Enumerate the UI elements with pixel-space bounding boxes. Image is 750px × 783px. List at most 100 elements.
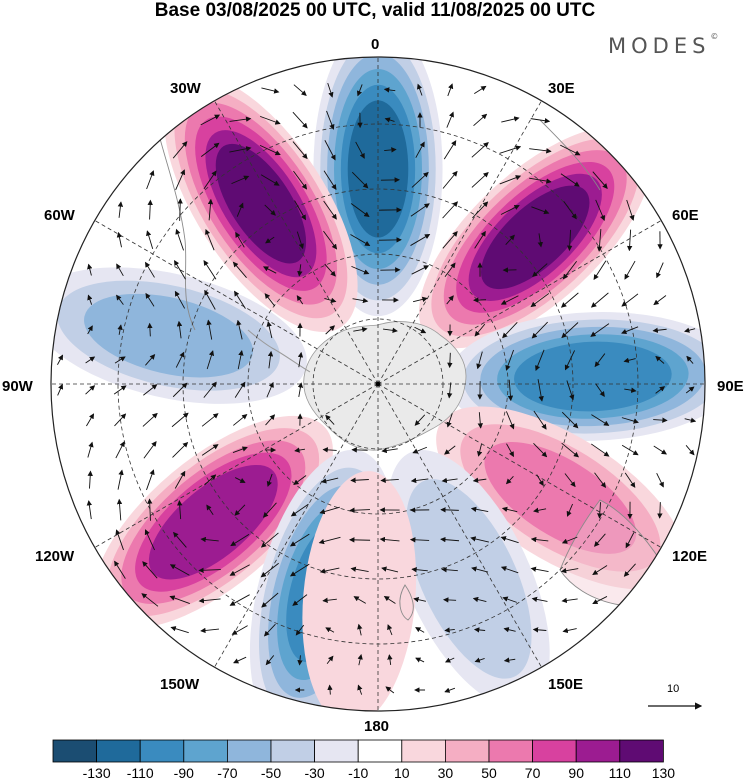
- wind-arrow: [143, 384, 158, 396]
- wind-arrow: [594, 533, 606, 547]
- wind-arrow: [443, 140, 457, 160]
- wind-arrow: [147, 322, 153, 337]
- colorbar-tick-label: 30: [438, 765, 454, 781]
- wind-arrow: [234, 381, 246, 398]
- wind-arrow: [355, 141, 365, 159]
- wind-arrow: [353, 596, 366, 604]
- wind-arrow: [383, 596, 396, 604]
- wind-arrow: [506, 443, 514, 458]
- wind-arrow: [171, 412, 189, 428]
- wind-arrow: [318, 536, 341, 545]
- wind-arrow: [626, 199, 635, 221]
- wind-arrow: [444, 445, 456, 455]
- wind-arrow: [200, 627, 219, 634]
- wind-arrow: [236, 202, 244, 217]
- wind-arrow: [297, 264, 303, 277]
- anomaly-center-155E: [388, 450, 550, 708]
- wind-arrow: [145, 354, 156, 366]
- wind-arrow: [145, 261, 155, 278]
- wind-arrow: [537, 379, 544, 402]
- wind-arrow: [259, 144, 281, 156]
- wind-arrow: [685, 445, 695, 456]
- map-title: Base 03/08/2025 00 UTC, valid 11/08/2025…: [154, 0, 596, 21]
- wind-arrow: [292, 141, 308, 160]
- wind-arrow: [685, 386, 695, 394]
- wind-arrow: [323, 230, 338, 250]
- meridian-line: [94, 220, 379, 385]
- wind-arrow: [263, 623, 276, 637]
- wind-arrow: [531, 596, 548, 603]
- wind-arrow: [86, 413, 95, 427]
- wind-arrow: [473, 627, 486, 633]
- new-zealand-coast: [399, 584, 414, 621]
- wind-arrow: [381, 447, 398, 454]
- graticule: [51, 57, 705, 711]
- wind-arrow: [447, 83, 454, 97]
- wind-arrow: [231, 175, 250, 185]
- wind-arrow: [595, 383, 605, 398]
- wind-arrow: [532, 263, 548, 278]
- colorbar-swatch: [488, 739, 533, 763]
- wind-arrow: [297, 382, 304, 397]
- wind-arrow: [297, 655, 303, 666]
- wind-arrow: [561, 411, 579, 429]
- wind-arrow: [198, 597, 221, 604]
- wind-arrow: [441, 477, 458, 484]
- wind-arrow: [262, 502, 277, 518]
- wind-arrow: [325, 414, 335, 425]
- wind-arrow: [142, 412, 158, 427]
- wind-arrow: [623, 357, 636, 363]
- wind-arrow: [563, 201, 577, 220]
- wind-arrow: [319, 506, 340, 515]
- lon-label-180: 180: [364, 718, 390, 735]
- colorbar-swatch: [226, 739, 272, 763]
- wind-arrow: [205, 228, 215, 251]
- wind-arrow: [473, 113, 488, 127]
- wind-arrow: [177, 198, 183, 221]
- colorbar-tick-label: 110: [609, 765, 632, 781]
- wind-arrow: [349, 507, 370, 513]
- anomaly-center-45E: [418, 126, 652, 349]
- wind-arrow: [87, 294, 93, 305]
- wind-arrow: [174, 470, 186, 489]
- wind-arrow: [560, 292, 579, 308]
- meridian-line: [377, 220, 662, 385]
- wind-arrow: [594, 472, 607, 488]
- wind-arrow: [564, 350, 576, 371]
- wind-arrow: [229, 146, 252, 153]
- wind-arrow: [590, 323, 610, 337]
- wind-arrow: [410, 233, 431, 246]
- wind-arrow: [500, 566, 519, 574]
- wind-arrow: [113, 385, 127, 395]
- wind-arrow: [387, 624, 393, 636]
- wind-arrow: [684, 327, 696, 333]
- wind-arrow: [292, 111, 308, 129]
- wind-arrow: [351, 447, 368, 453]
- wind-arrow: [596, 228, 603, 252]
- colorbar-swatch: [575, 739, 621, 763]
- wind-arrow: [231, 625, 248, 635]
- wind-arrow: [471, 171, 489, 188]
- wind-arrow: [115, 529, 124, 551]
- wind-arrow: [324, 297, 337, 303]
- wind-arrow: [261, 592, 279, 608]
- wind-arrow: [114, 413, 127, 427]
- wind-arrow: [474, 657, 485, 663]
- colorbar-tick-label: -50: [261, 765, 281, 781]
- wind-arrow: [656, 472, 664, 488]
- wind-arrow: [325, 627, 335, 633]
- wind-arrow: [537, 233, 544, 248]
- lon-label-30w: 30W: [170, 80, 201, 97]
- wind-arrow: [503, 657, 516, 663]
- wind-arrow: [410, 477, 429, 484]
- wind-arrow: [357, 684, 363, 695]
- wind-arrow: [500, 536, 519, 544]
- meridian-line: [377, 383, 542, 668]
- map-boundary: [50, 56, 706, 712]
- wind-arrow: [261, 87, 280, 94]
- anomaly-layer: [51, 57, 705, 711]
- wind-arrow: [265, 655, 275, 666]
- wind-arrow: [411, 265, 430, 275]
- wind-arrow: [230, 534, 250, 547]
- wind-arrow: [591, 443, 610, 457]
